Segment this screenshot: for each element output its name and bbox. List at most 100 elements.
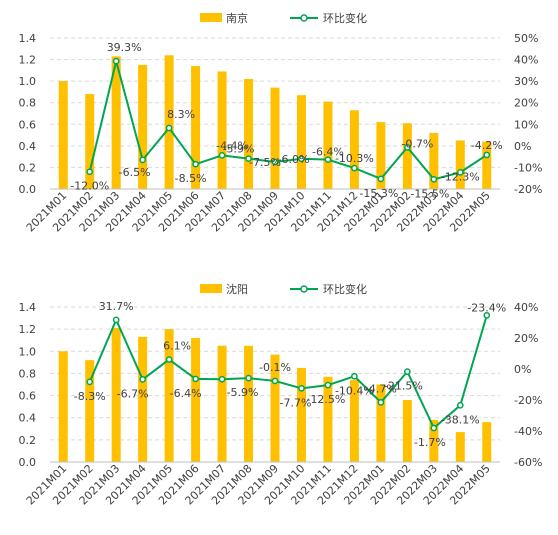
- line-point: [483, 312, 491, 319]
- bar: [482, 141, 492, 189]
- right-axis-tick-label: -10%: [514, 161, 542, 174]
- left-axis-tick-label: 1.4: [19, 32, 37, 45]
- data-label: -21.5%: [384, 380, 423, 393]
- bar: [376, 122, 386, 189]
- line-point: [165, 124, 173, 132]
- left-axis-tick-label: 0.8: [19, 97, 37, 110]
- bar: [429, 132, 439, 189]
- line-point: [456, 169, 464, 176]
- line-point: [351, 164, 358, 172]
- data-label: -8.3%: [74, 390, 106, 403]
- bar: [402, 123, 412, 189]
- data-label: -5.9%: [227, 386, 259, 399]
- data-label: 34.6%: [496, 0, 531, 3]
- data-label: -4.2%: [471, 139, 503, 152]
- data-label: -10.4%: [335, 384, 374, 397]
- data-label: -6.4%: [312, 146, 344, 159]
- data-label: -6.5%: [119, 166, 151, 179]
- line-point: [404, 368, 411, 375]
- bar: [296, 95, 306, 189]
- line-point: [298, 385, 305, 392]
- right-axis-tick-label: -60%: [514, 456, 542, 469]
- line-point: [324, 381, 332, 389]
- data-label: -7.7%: [280, 396, 312, 409]
- line-point: [218, 375, 226, 383]
- data-label: -23.4%: [467, 301, 506, 314]
- data-label: 31.7%: [99, 300, 134, 313]
- line-point: [112, 316, 120, 324]
- left-axis-tick-label: 0.6: [19, 390, 37, 403]
- line-point: [430, 424, 438, 432]
- left-axis-tick-label: 0.0: [19, 456, 37, 469]
- legend: 沈阳 环比变化: [200, 282, 367, 296]
- data-label: -1.7%: [414, 436, 446, 449]
- legend-line-label: 环比变化: [323, 282, 367, 296]
- data-label: -5.9%: [223, 143, 255, 156]
- bar: [455, 432, 465, 462]
- bar: [138, 64, 148, 189]
- right-axis-tick-label: -20%: [514, 394, 542, 407]
- bar: [217, 71, 227, 189]
- left-axis-tick-label: 1.2: [19, 323, 37, 336]
- line-point: [377, 175, 385, 183]
- data-label: -38.1%: [441, 413, 480, 426]
- right-axis-tick-label: 0%: [514, 140, 531, 153]
- left-axis-tick-label: 1.0: [19, 75, 37, 88]
- data-label: -4.7%: [365, 382, 397, 395]
- bar: [402, 400, 412, 462]
- left-axis-tick-label: 0.6: [19, 118, 37, 131]
- bar: [376, 384, 386, 462]
- line-series: [88, 315, 488, 430]
- data-label: -4.4%: [216, 139, 248, 152]
- legend-bar-swatch: [200, 284, 222, 293]
- bar: [323, 376, 333, 462]
- data-label: -12.3%: [441, 170, 480, 183]
- data-label: 39.3%: [107, 41, 142, 54]
- line-point: [324, 156, 332, 164]
- right-axis-tick-label: 10%: [514, 118, 538, 131]
- legend-bar-label: 沈阳: [226, 282, 248, 296]
- data-label: -6.0%: [278, 153, 310, 166]
- left-axis-tick-label: 0.2: [19, 161, 37, 174]
- right-axis-tick-label: 20%: [514, 97, 538, 110]
- bar: [244, 345, 254, 462]
- line-point: [351, 372, 358, 380]
- line-point: [139, 156, 146, 164]
- bar: [482, 422, 492, 462]
- left-axis-tick-label: 0.4: [19, 140, 37, 153]
- left-axis-tick-label: 0.0: [19, 183, 37, 196]
- right-axis-tick-label: 20%: [514, 332, 538, 345]
- data-label: 8.3%: [167, 108, 195, 121]
- bar: [296, 367, 306, 462]
- left-axis-tick-label: 0.8: [19, 367, 37, 380]
- right-axis-tick-label: 40%: [514, 301, 538, 314]
- left-axis-tick-label: 1.0: [19, 345, 37, 358]
- legend-bar-label: 南京: [226, 11, 248, 25]
- bar: [58, 81, 68, 189]
- legend-line-label: 环比变化: [323, 11, 367, 25]
- left-axis-tick-label: 0.4: [19, 412, 37, 425]
- data-label: -15.3%: [359, 187, 398, 200]
- line-point: [165, 356, 173, 363]
- line-point: [456, 401, 464, 409]
- bar: [191, 66, 201, 189]
- bar: [217, 345, 227, 462]
- bar: [164, 329, 174, 462]
- data-label: -0.7%: [401, 137, 433, 150]
- bar: [429, 419, 439, 462]
- bar: [455, 140, 465, 189]
- line-series: [88, 60, 488, 181]
- line-point: [112, 57, 120, 65]
- line-point: [245, 155, 252, 162]
- line-point: [377, 398, 385, 406]
- line-point: [271, 377, 279, 385]
- data-label: -12.5%: [306, 393, 345, 406]
- data-label: -0.1%: [259, 361, 291, 374]
- bar: [85, 360, 95, 462]
- data-label: -6.7%: [117, 387, 149, 400]
- bar: [111, 328, 121, 462]
- bar: [323, 101, 333, 189]
- right-axis-tick-label: 50%: [514, 32, 538, 45]
- bar: [244, 78, 254, 189]
